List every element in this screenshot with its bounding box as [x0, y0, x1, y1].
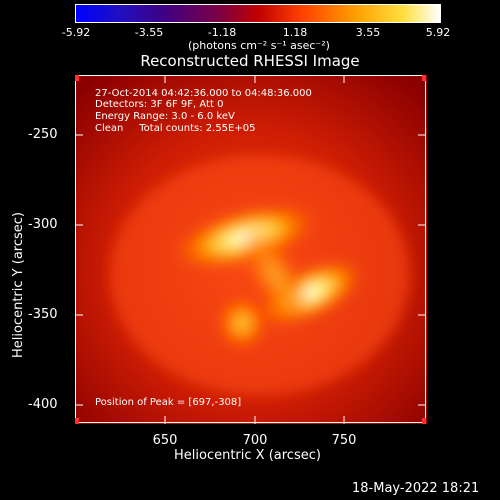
flare-source-south [216, 295, 268, 351]
colorbar-tick: 3.55 [355, 26, 381, 39]
x-tick-label: 650 [152, 433, 178, 448]
x-tick-label: 750 [331, 433, 357, 448]
edge-marker [75, 75, 79, 81]
colorbar-tick: -1.18 [207, 26, 237, 39]
edge-marker [422, 418, 426, 424]
x-axis-label: Heliocentric X (arcsec) [174, 448, 321, 463]
annotation-peak-position: Position of Peak = [697,-308] [95, 397, 242, 408]
colorbar [75, 4, 441, 23]
edge-marker [422, 75, 426, 81]
colorbar-tick: 5.92 [425, 26, 451, 39]
y-tick-label: -400 [28, 397, 58, 412]
flare-bridge [240, 225, 310, 325]
colorbar-units: (photons cm⁻² s⁻¹ asec⁻²) [188, 39, 330, 52]
y-tick-label: -300 [28, 217, 58, 232]
footer-date: 18-May-2022 18:21 [352, 481, 480, 496]
y-tick-label: -350 [28, 307, 58, 322]
edge-marker [75, 418, 79, 424]
annotation-energy-range: Energy Range: 3.0 - 6.0 keV [95, 111, 235, 122]
plot-frame [75, 75, 426, 423]
colorbar-tick: -5.92 [61, 26, 91, 39]
x-tick-label: 700 [242, 433, 268, 448]
annotation-clean-counts: Clean Total counts: 2.55E+05 [95, 123, 256, 134]
colorbar-tick: 1.18 [282, 26, 308, 39]
y-axis-label: Heliocentric Y (arcsec) [11, 212, 26, 358]
plot-title: Reconstructed RHESSI Image [140, 52, 360, 70]
y-tick-label: -250 [28, 127, 58, 142]
annotation-detectors: Detectors: 3F 6F 9F, Att 0 [95, 99, 224, 110]
rhessi-image [75, 75, 427, 424]
colorbar-tick: -3.55 [134, 26, 164, 39]
annotation-time-range: 27-Oct-2014 04:42:36.000 to 04:48:36.000 [95, 88, 312, 99]
